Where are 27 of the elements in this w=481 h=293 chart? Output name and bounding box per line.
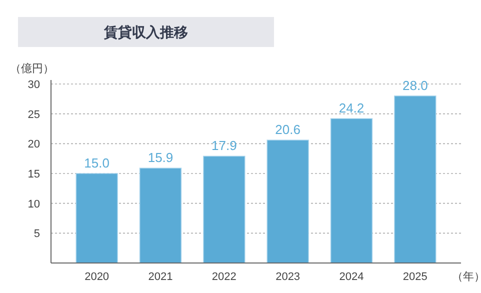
bar	[266, 140, 309, 264]
x-tick-label: 2023	[276, 271, 300, 283]
y-tick-label: 25	[28, 108, 40, 121]
x-tick-label: 2022	[212, 271, 236, 283]
y-tick-label: 30	[28, 79, 40, 91]
y-axis-title: （億円）	[10, 62, 54, 75]
x-tick-label: 2021	[148, 271, 173, 283]
bar	[76, 173, 118, 264]
y-tick-label: 20	[28, 138, 40, 151]
y-tick-label: 5	[34, 228, 40, 240]
bar	[330, 118, 373, 264]
bar	[203, 156, 246, 264]
x-tick-label: 2024	[339, 271, 364, 283]
data-label: 15.9	[148, 150, 174, 166]
data-label: 17.9	[212, 138, 237, 154]
data-label: 24.2	[338, 100, 364, 116]
y-tick-label: 10	[28, 198, 40, 210]
chart-title: 賃貸収入推移	[103, 24, 188, 40]
y-tick-label: 15	[28, 168, 40, 180]
x-axis-title: （年）	[452, 271, 481, 283]
bar	[139, 168, 182, 264]
x-tick-label: 2025	[402, 271, 428, 283]
data-label: 28.0	[402, 78, 428, 93]
data-label: 15.0	[84, 156, 110, 170]
x-tick-label: 2020	[84, 271, 110, 283]
bar	[394, 96, 436, 264]
data-label: 20.6	[275, 122, 300, 138]
